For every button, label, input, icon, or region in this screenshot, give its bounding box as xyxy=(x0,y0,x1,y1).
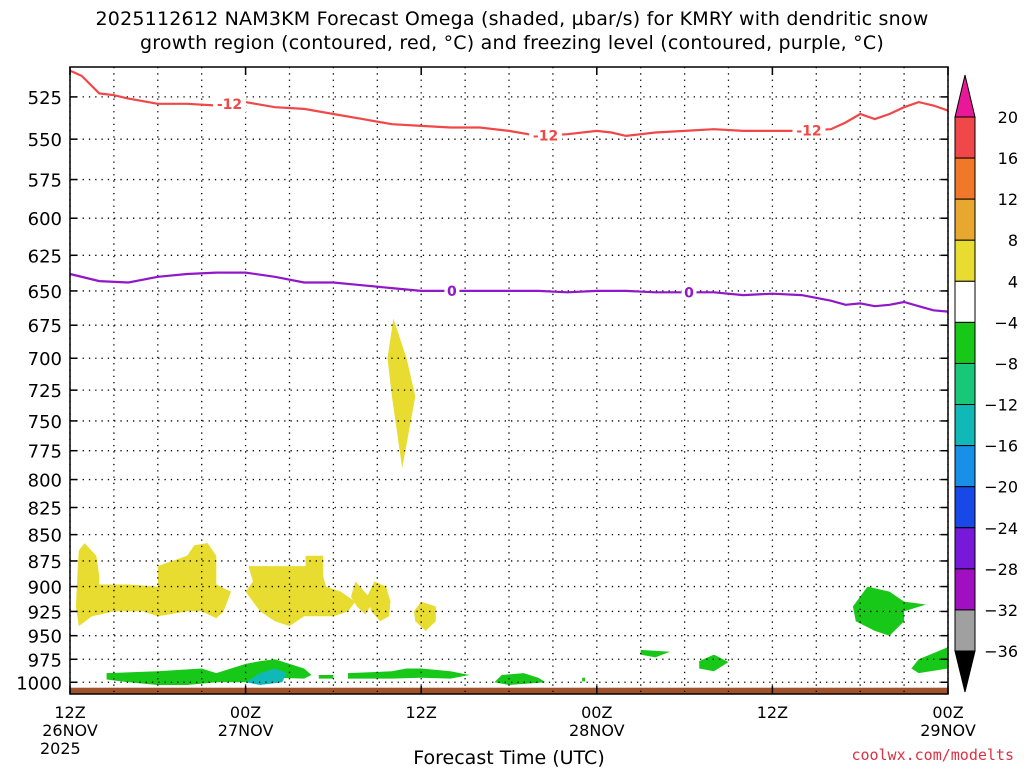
omega-region-9 xyxy=(348,668,470,679)
colorbar-segment xyxy=(954,198,976,241)
colorbar-level-label: −16 xyxy=(984,437,1018,456)
colorbar-segment xyxy=(954,239,976,282)
y-tick-label: 625 xyxy=(28,246,62,267)
dgz-contour-label-bg xyxy=(529,127,563,144)
colorbar-level-label: −12 xyxy=(984,396,1018,415)
y-tick-label: 650 xyxy=(28,282,62,303)
colorbar-level-label: −32 xyxy=(984,601,1018,620)
omega-region-13 xyxy=(699,654,729,672)
colorbar-bottom-arrow xyxy=(954,650,976,693)
colorbar-segment xyxy=(954,362,976,406)
x-tick-label: 29NOV xyxy=(920,721,976,740)
omega-region-15 xyxy=(911,647,948,674)
y-tick-label: 575 xyxy=(28,171,62,192)
colorbar-level-label: 8 xyxy=(1008,231,1018,250)
omega-region-8 xyxy=(318,675,334,679)
x-tick-label: 2025 xyxy=(40,739,81,758)
dgz-contour-label: -12 xyxy=(533,128,558,144)
y-tick-label: 850 xyxy=(28,526,62,547)
omega-region-7 xyxy=(245,668,287,685)
plot-frame xyxy=(69,66,949,695)
y-tick-label: 800 xyxy=(28,471,62,492)
omega-region-1 xyxy=(245,555,356,627)
x-axis-label: Forecast Time (UTC) xyxy=(413,747,604,768)
y-tick-label: 775 xyxy=(28,442,62,463)
x-tick-label: 00Z xyxy=(230,703,261,722)
x-tick-label: 28NOV xyxy=(569,721,625,740)
x-tick-label: 27NOV xyxy=(218,721,274,740)
freezing-level-contour-label-bg xyxy=(681,284,697,301)
omega-region-10 xyxy=(494,673,546,685)
y-tick-label: 925 xyxy=(28,602,62,623)
site-credit: coolwx.com/modelts xyxy=(851,746,1014,764)
colorbar-level-label: 12 xyxy=(998,190,1018,209)
freezing-level-contour-label: 0 xyxy=(447,284,457,300)
omega-region-2 xyxy=(387,318,416,469)
y-tick-label: 875 xyxy=(28,552,62,573)
omega-region-5 xyxy=(351,581,381,615)
colorbar-segment xyxy=(954,157,976,200)
freezing-level-contour-label: 0 xyxy=(684,285,694,301)
colorbar-level-label: 20 xyxy=(998,108,1018,127)
colorbar-top-arrow xyxy=(954,74,976,118)
y-tick-label: 600 xyxy=(28,209,62,230)
y-tick-label: 750 xyxy=(28,412,62,433)
colorbar-segment xyxy=(954,404,976,447)
colorbar-level-label: −8 xyxy=(994,354,1018,373)
colorbar-segment xyxy=(954,321,976,364)
colorbar-segment xyxy=(954,527,976,570)
colorbar-segment xyxy=(954,568,976,611)
y-tick-label: 550 xyxy=(28,130,62,151)
colorbar-level-label: −20 xyxy=(984,478,1018,497)
y-tick-label: 975 xyxy=(28,650,62,671)
colorbar-segment xyxy=(954,445,976,488)
x-tick-label: 26NOV xyxy=(42,721,98,740)
colorbar-segment xyxy=(954,116,976,159)
colorbar-segment xyxy=(954,280,976,323)
x-tick-label: 12Z xyxy=(757,703,788,722)
y-tick-label: 525 xyxy=(28,88,62,109)
dgz-contour-label-bg xyxy=(213,95,247,112)
freezing-level-contour-line xyxy=(69,271,949,313)
omega-region-11 xyxy=(582,677,586,682)
y-tick-label: 700 xyxy=(28,349,62,370)
colorbar-level-label: 16 xyxy=(998,149,1018,168)
freezing-level-contour-label-bg xyxy=(444,282,460,299)
dgz-contour-label: -12 xyxy=(796,123,821,139)
dgz-contour-label: -12 xyxy=(217,97,242,113)
colorbar-level-label: −36 xyxy=(984,642,1018,661)
omega-region-0 xyxy=(75,543,232,627)
x-tick-label: 12Z xyxy=(54,703,85,722)
chart-title-line-1: 2025112612 NAM3KM Forecast Omega (shaded… xyxy=(95,8,929,30)
colorbar-level-label: −4 xyxy=(994,313,1018,332)
dgz-contour-label-bg xyxy=(792,122,826,139)
omega-region-4 xyxy=(413,601,436,631)
colorbar-level-label: 4 xyxy=(1008,272,1018,291)
colorbar: 20 16 12 8 4 −4 −8 −12 −16 −20 −24 −28 −32 −36 xyxy=(954,74,1018,693)
colorbar-segment xyxy=(954,486,976,529)
y-tick-label: 725 xyxy=(28,381,62,402)
x-tick-label: 00Z xyxy=(581,703,612,722)
plot-area: -12 -12 -12 0 0 525 550 575 600 625 650 675 700 725 75… xyxy=(16,66,976,758)
y-tick-label: 825 xyxy=(28,499,62,520)
y-tick-label: 900 xyxy=(28,578,62,599)
omega-region-12 xyxy=(640,649,670,658)
colorbar-level-label: −28 xyxy=(984,560,1018,579)
colorbar-level-label: −24 xyxy=(984,519,1018,538)
colorbar-segment xyxy=(954,609,976,652)
y-tick-label: 1000 xyxy=(16,673,62,694)
y-tick-label: 950 xyxy=(28,627,62,648)
x-tick-label: 12Z xyxy=(406,703,437,722)
x-tick-label: 00Z xyxy=(932,703,963,722)
chart-title-line-2: growth region (contoured, red, °C) and f… xyxy=(140,32,884,54)
y-tick-label: 675 xyxy=(28,316,62,337)
